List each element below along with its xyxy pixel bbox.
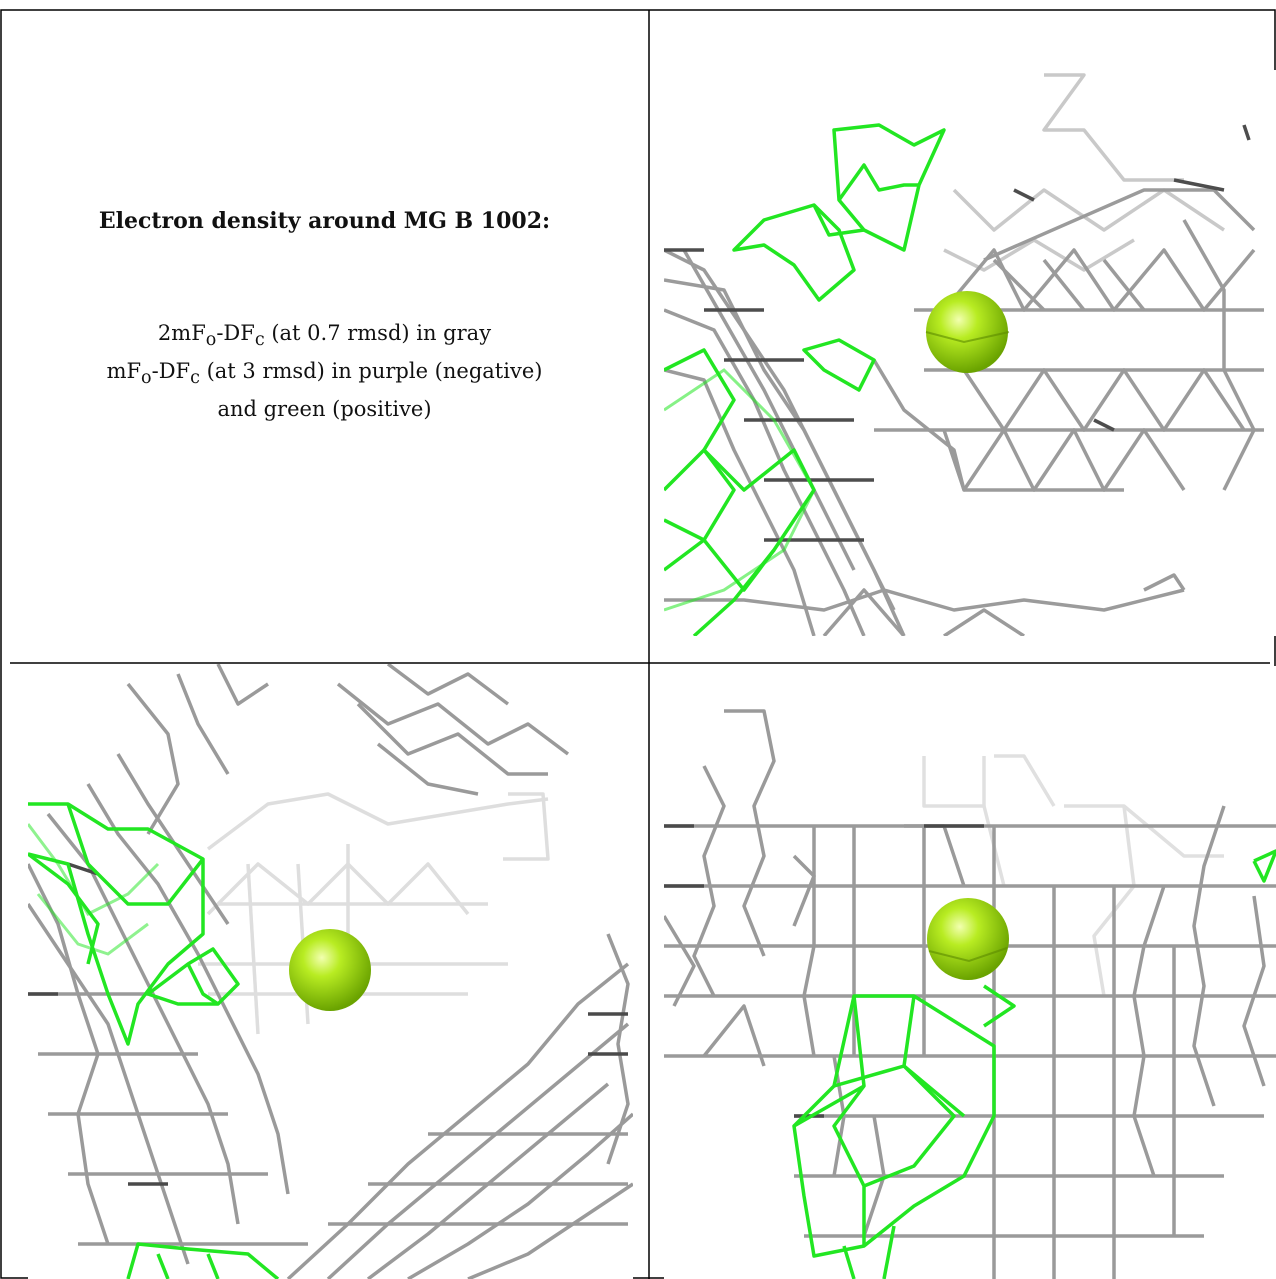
mesh-render: [664, 709, 1276, 1279]
density-view-bottom-left: [28, 664, 633, 1279]
gray-density-mesh: [664, 709, 1276, 1279]
legend-line-2fo: 2mFo-DFc (at 0.7 rmsd) in gray: [157, 321, 492, 351]
mg-ion-sphere: [926, 291, 1008, 373]
mesh-render: [664, 73, 1264, 636]
density-view-top-right: [664, 70, 1276, 636]
mg-ion-sphere: [927, 898, 1009, 980]
mg-ion-sphere: [289, 929, 371, 1011]
green-density-mesh: [664, 123, 946, 636]
legend-line-green: and green (positive): [217, 397, 432, 422]
caption-title: Electron density around MG B 1002:: [98, 208, 551, 234]
gray-density-mesh: [664, 73, 1264, 636]
green-density-mesh: [792, 849, 1276, 1279]
legend-line-fo: mFo-DFc (at 3 rmsd) in purple (negative): [106, 359, 543, 389]
caption-panel: Electron density around MG B 1002: 2mFo-…: [0, 0, 649, 663]
gray-density-mesh: [28, 664, 633, 1279]
density-view-bottom-right: [664, 666, 1276, 1279]
caption-legend: 2mFo-DFc (at 0.7 rmsd) in gray mFo-DFc (…: [0, 318, 649, 425]
mesh-render: [28, 664, 633, 1279]
